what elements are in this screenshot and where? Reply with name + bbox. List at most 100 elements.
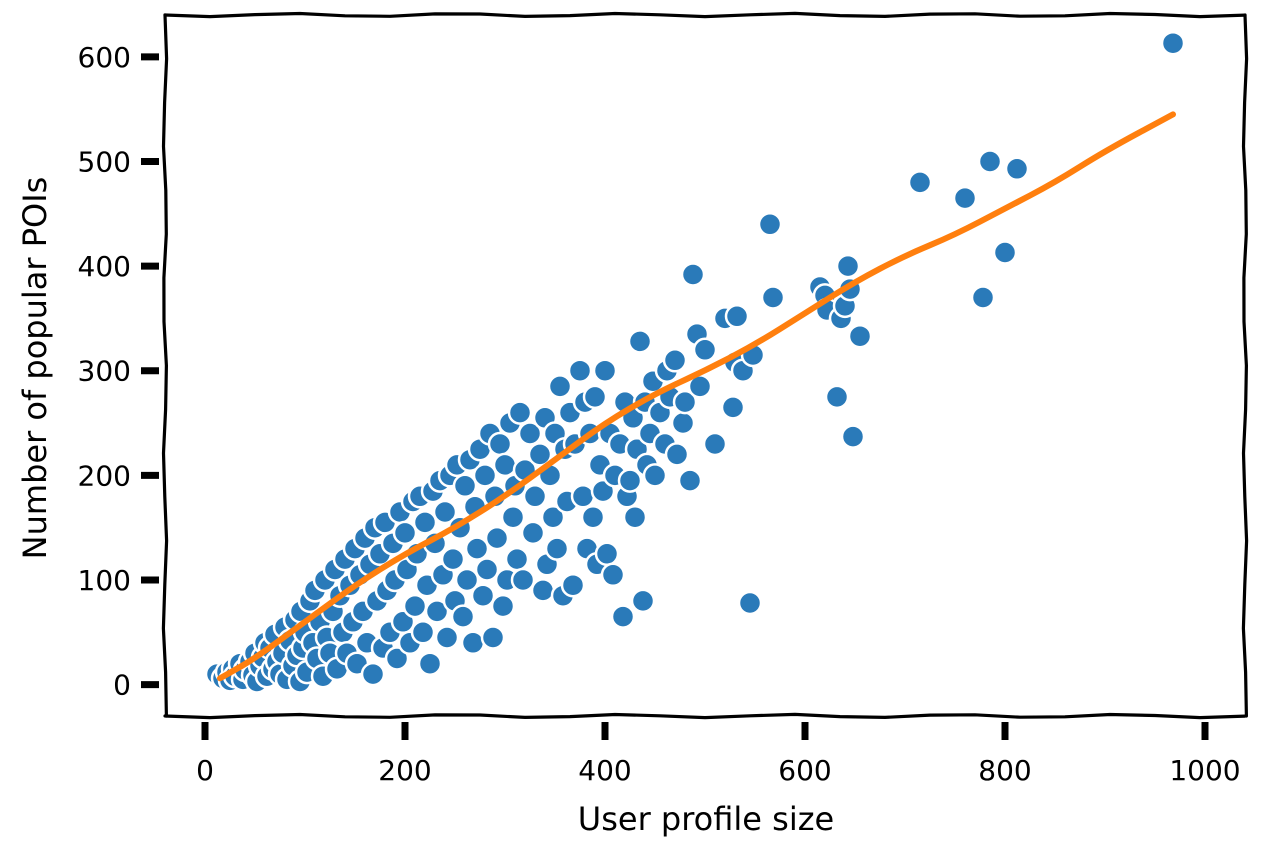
scatter-point (487, 431, 513, 457)
scatter-point (517, 421, 543, 446)
x-tick-label: 800 (978, 754, 1031, 787)
scatter-point (384, 646, 410, 671)
scatter-point (642, 463, 668, 488)
scatter-point (600, 562, 626, 588)
scatter-point (474, 557, 500, 582)
scatter-point (757, 212, 783, 237)
scatter-points (204, 30, 1186, 694)
y-axis-label: Number of popular POIs (16, 177, 54, 560)
scatter-point (567, 358, 593, 383)
scatter-point (454, 567, 480, 593)
scatter-point (952, 185, 978, 211)
scatter-point (702, 431, 728, 457)
scatter-point (1160, 30, 1186, 56)
x-tick-label: 600 (778, 754, 831, 787)
scatter-point (510, 567, 536, 593)
scatter-point (592, 358, 618, 383)
trend-line (217, 111, 1176, 682)
scatter-point (582, 384, 608, 410)
scatter-point (424, 599, 450, 624)
scatter-point (1004, 156, 1030, 182)
y-tick-label: 0 (113, 669, 131, 702)
frame-bottom (163, 712, 1247, 720)
x-axis-label: User profile size (578, 800, 834, 838)
y-tick-label: 100 (78, 564, 131, 597)
x-tick-label: 200 (378, 754, 431, 787)
y-tick-label: 500 (78, 145, 131, 178)
scatter-point (520, 520, 546, 546)
scatter-point (662, 348, 688, 373)
scatter-point (580, 504, 606, 530)
scatter-point (610, 604, 636, 629)
scatter-point (504, 546, 530, 572)
scatter-point (737, 590, 763, 616)
scatter-point (547, 374, 573, 399)
scatter-point (847, 323, 873, 349)
scatter-point (507, 400, 533, 425)
scatter-point (530, 578, 556, 603)
scatter-point (627, 329, 653, 354)
plot-frame (161, 11, 1249, 720)
scatter-point (480, 625, 506, 650)
scatter-point (680, 262, 706, 287)
scatter-point (622, 504, 648, 530)
x-tick-label: 1000 (1169, 754, 1240, 787)
y-tick-label: 600 (78, 41, 131, 74)
scatter-point (977, 149, 1003, 174)
scatter-point (472, 463, 498, 488)
scatter-point (724, 304, 750, 329)
x-tick-label: 400 (578, 754, 631, 787)
scatter-point (434, 625, 460, 650)
scatter-point (452, 473, 478, 499)
scatter-point (594, 541, 620, 567)
scatter-point (417, 651, 443, 676)
frame-top (163, 11, 1247, 19)
y-axis-ticks: 0 100 200 300 400 500 600 (78, 41, 159, 702)
scatter-point (617, 468, 643, 493)
scatter-point (907, 170, 933, 195)
frame-right (1241, 13, 1249, 718)
scatter-point (470, 583, 496, 608)
scatter-point (970, 285, 996, 310)
scatter-point (824, 384, 850, 410)
scatter-point (410, 620, 436, 645)
scatter-point (992, 240, 1018, 265)
scatter-point (432, 499, 458, 525)
x-axis-ticks: 0 200 400 600 800 1000 (196, 722, 1241, 787)
scatter-point (464, 536, 490, 561)
scatter-point (500, 504, 526, 530)
frame-left (161, 13, 169, 718)
scatter-point (490, 593, 516, 619)
scatter-point (544, 536, 570, 561)
scatter-point (522, 484, 548, 509)
x-tick-label: 0 (196, 754, 214, 787)
scatter-point (677, 468, 703, 493)
scatter-point (460, 630, 486, 656)
scatter-point (840, 424, 866, 449)
scatter-point (492, 452, 518, 478)
scatter-point (760, 285, 786, 310)
scatter-point (560, 572, 586, 598)
scatter-point (630, 588, 656, 614)
scatter-point (664, 442, 690, 467)
scatter-point (835, 253, 861, 279)
scatter-point (440, 546, 466, 572)
scatter-point (412, 510, 438, 535)
y-tick-label: 200 (78, 459, 131, 492)
scatter-point (402, 593, 428, 619)
scatter-point (570, 484, 596, 509)
scatter-point (670, 410, 696, 436)
scatter-point (527, 442, 553, 467)
scatter-point (450, 604, 476, 629)
scatter-point (672, 389, 698, 415)
scatter-point (360, 661, 386, 687)
y-tick-label: 400 (78, 250, 131, 283)
scatter-point (484, 525, 510, 551)
y-tick-label: 300 (78, 355, 131, 388)
scatter-point (720, 395, 746, 420)
scatter-point (540, 504, 566, 530)
scatter-point (692, 337, 718, 363)
scatter-point (392, 520, 418, 546)
